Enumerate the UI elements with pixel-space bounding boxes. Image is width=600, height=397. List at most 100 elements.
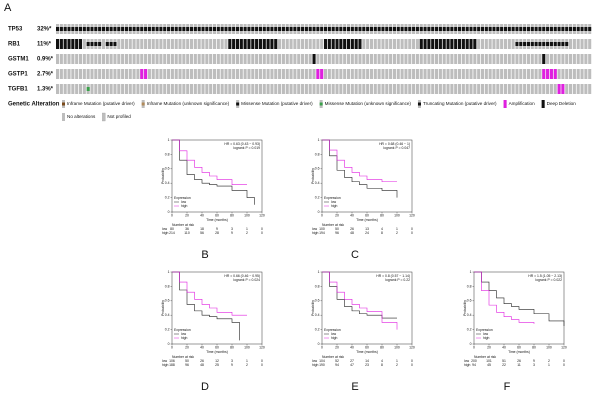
sample-cell bbox=[140, 84, 144, 94]
sample-cell bbox=[182, 84, 186, 94]
alteration bbox=[458, 27, 462, 31]
sample-cell bbox=[511, 54, 515, 64]
risk-count: 1 bbox=[246, 227, 248, 231]
alteration bbox=[258, 27, 262, 31]
sample-cell bbox=[496, 54, 500, 64]
sample-cell bbox=[163, 39, 167, 49]
x-tick-label: 20 bbox=[487, 345, 491, 349]
sample-cell bbox=[423, 84, 427, 94]
sample-cell bbox=[346, 84, 351, 94]
sample-cell bbox=[346, 69, 351, 79]
sample-cell bbox=[423, 69, 427, 79]
sample-cell bbox=[186, 69, 190, 79]
sample-cell bbox=[515, 84, 519, 94]
sample-cell bbox=[220, 69, 224, 79]
sample-cell bbox=[404, 69, 408, 79]
legend-label: high bbox=[483, 336, 490, 340]
sample-cell bbox=[404, 54, 408, 64]
sample-cell bbox=[354, 69, 358, 79]
sample-cell bbox=[289, 84, 293, 94]
sample-cell bbox=[316, 39, 320, 49]
sample-cell bbox=[484, 54, 488, 64]
sample-cell bbox=[71, 54, 75, 64]
alteration bbox=[297, 27, 301, 31]
alteration bbox=[450, 39, 454, 49]
sample-cell bbox=[561, 54, 565, 64]
sample-cell bbox=[400, 54, 404, 64]
sample-cell bbox=[224, 84, 228, 94]
sample-cell bbox=[546, 54, 550, 64]
sample-cell bbox=[431, 54, 435, 64]
risk-count: 1 bbox=[548, 363, 550, 367]
alteration bbox=[140, 27, 144, 31]
sample-cell bbox=[415, 84, 419, 94]
alteration bbox=[335, 39, 339, 49]
sample-cell bbox=[339, 54, 343, 64]
x-axis-label: Time (months) bbox=[356, 350, 378, 354]
sample-cell bbox=[186, 39, 190, 49]
alteration bbox=[454, 27, 458, 31]
sample-cell bbox=[450, 84, 454, 94]
sample-cell bbox=[538, 84, 542, 94]
survival-curve bbox=[172, 271, 240, 341]
sample-cell bbox=[193, 39, 197, 49]
sample-cell bbox=[484, 69, 488, 79]
alteration bbox=[235, 39, 240, 49]
sample-cell bbox=[588, 84, 592, 94]
x-tick-label: 120 bbox=[561, 345, 567, 349]
y-tick-label: 0.4 bbox=[315, 313, 320, 317]
sample-cell bbox=[435, 69, 439, 79]
alteration bbox=[243, 39, 247, 49]
alteration bbox=[228, 39, 232, 49]
sample-cell bbox=[458, 69, 462, 79]
sample-cell bbox=[170, 39, 174, 49]
alteration bbox=[251, 27, 255, 31]
sample-cell bbox=[373, 69, 377, 79]
alteration bbox=[400, 27, 404, 31]
alteration bbox=[75, 27, 79, 31]
alteration bbox=[557, 42, 561, 46]
sample-cell bbox=[500, 54, 504, 64]
alteration bbox=[431, 39, 435, 49]
sample-cell bbox=[281, 84, 285, 94]
sample-cell bbox=[205, 54, 209, 64]
survival-curve bbox=[172, 139, 247, 185]
alteration bbox=[308, 27, 312, 31]
alteration bbox=[281, 27, 285, 31]
sample-cell bbox=[588, 69, 592, 79]
legend-title: Expression bbox=[324, 196, 341, 200]
sample-cell bbox=[480, 69, 485, 79]
risk-count: 110 bbox=[184, 231, 190, 235]
sample-cell bbox=[209, 69, 213, 79]
sample-cell bbox=[588, 39, 592, 49]
sample-cell bbox=[293, 54, 297, 64]
alteration bbox=[182, 27, 186, 31]
sample-cell bbox=[576, 69, 580, 79]
alteration bbox=[542, 54, 546, 64]
sample-cell bbox=[377, 69, 381, 79]
legend-title: Expression bbox=[324, 328, 341, 332]
alteration bbox=[339, 27, 343, 31]
risk-count: 3 bbox=[231, 227, 233, 231]
sample-cell bbox=[503, 54, 508, 64]
sample-cell bbox=[98, 69, 102, 79]
sample-cell bbox=[316, 54, 320, 64]
sample-cell bbox=[117, 69, 121, 79]
alteration bbox=[335, 27, 339, 31]
sample-cell bbox=[373, 39, 377, 49]
x-tick-label: 60 bbox=[365, 345, 369, 349]
alteration bbox=[461, 39, 465, 49]
alteration bbox=[435, 39, 439, 49]
legend-swatch-mark bbox=[141, 102, 145, 106]
sample-cell bbox=[339, 84, 343, 94]
sample-cell bbox=[170, 84, 174, 94]
alteration bbox=[542, 27, 546, 31]
alteration bbox=[542, 69, 546, 79]
sample-cell bbox=[56, 69, 60, 79]
sample-cell bbox=[526, 69, 530, 79]
sample-cell bbox=[255, 84, 259, 94]
sample-cell bbox=[144, 54, 148, 64]
x-tick-label: 120 bbox=[409, 213, 415, 217]
alteration bbox=[538, 27, 542, 31]
x-tick-label: 0 bbox=[171, 213, 173, 217]
